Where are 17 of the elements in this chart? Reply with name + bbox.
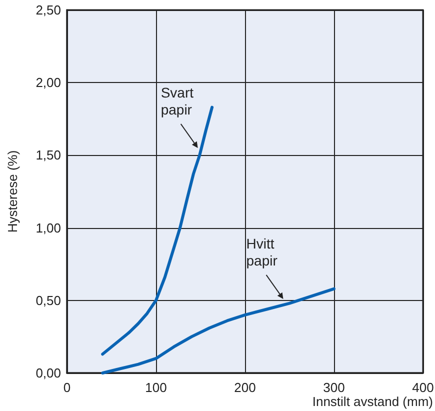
- y-tick-label: 1,00: [36, 220, 61, 236]
- x-tick-label: 300: [323, 380, 345, 395]
- x-tick-label: 400: [412, 380, 434, 395]
- line-series: [101, 287, 336, 374]
- y-tick-label: 0,50: [36, 292, 61, 308]
- x-tick-label: 200: [234, 380, 256, 395]
- x-axis-title: Innstilt avstand (mm): [312, 394, 434, 409]
- y-tick-label: 1,50: [36, 148, 61, 163]
- y-tick-label: 2,00: [36, 75, 61, 90]
- annotation: Hvitt papir: [246, 235, 278, 268]
- y-tick-label: 0,00: [36, 366, 61, 380]
- y-tick-label: 2,50: [36, 2, 61, 18]
- annotation: Svart papir: [160, 84, 194, 118]
- x-tick-label: 0: [63, 380, 71, 395]
- line-series: [101, 106, 214, 356]
- y-axis-title: Hysterese (%): [5, 150, 20, 233]
- x-tick-label: 100: [145, 380, 167, 395]
